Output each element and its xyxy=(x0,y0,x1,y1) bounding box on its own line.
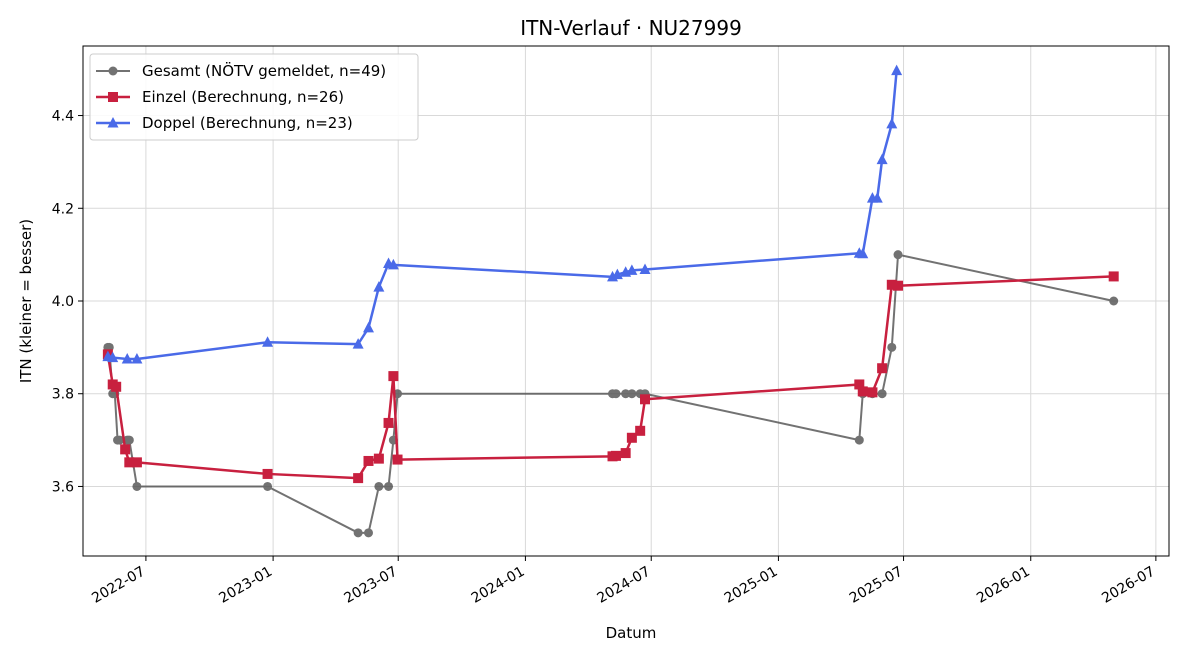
series-einzel-point xyxy=(626,432,637,443)
legend-swatch-marker xyxy=(107,117,119,128)
series-doppel-point xyxy=(886,117,898,129)
series-gesamt-point xyxy=(627,389,637,399)
y-tick-label: 4.2 xyxy=(52,201,74,217)
series-gesamt-point xyxy=(893,250,903,260)
series-doppel-point xyxy=(857,247,869,259)
series-einzel-point xyxy=(893,280,904,291)
series-doppel-point xyxy=(373,281,385,292)
series-gesamt-point xyxy=(621,389,631,399)
legend-label-gesamt: Gesamt (NÖTV gemeldet, n=49) xyxy=(142,61,386,80)
series-einzel-point xyxy=(262,468,273,479)
series-einzel-point xyxy=(867,387,878,398)
series-einzel-point xyxy=(131,457,142,468)
series-doppel-point xyxy=(362,321,374,333)
series-gesamt-point xyxy=(611,389,621,399)
y-tick-label: 4.4 xyxy=(52,109,74,125)
series-doppel-point xyxy=(262,336,274,347)
series-doppel xyxy=(102,64,903,364)
series-einzel-point xyxy=(610,450,621,461)
series-einzel-point xyxy=(373,453,384,464)
series-einzel-point xyxy=(353,473,364,484)
series-gesamt-point xyxy=(363,528,373,538)
series-gesamt-point xyxy=(115,435,125,445)
series-doppel-point xyxy=(352,338,364,349)
x-axis-label: Datum xyxy=(606,624,657,642)
y-axis: 3.6 3.8 4.0 4.2 4.4 xyxy=(52,109,83,495)
series-einzel-point xyxy=(877,363,888,374)
series-einzel-point xyxy=(640,394,651,405)
series-gesamt-point xyxy=(384,481,394,491)
series-doppel-point xyxy=(107,351,119,363)
legend: Gesamt (NÖTV gemeldet, n=49) Einzel (Bere… xyxy=(89,53,419,141)
series-einzel-point xyxy=(854,379,865,390)
series-einzel-point xyxy=(363,455,374,466)
series-einzel-point xyxy=(635,425,646,436)
legend-label-einzel: Einzel (Berechnung, n=26) xyxy=(142,88,344,106)
legend-entry-einzel xyxy=(96,92,130,102)
series-gesamt-point xyxy=(374,481,384,491)
y-tick-label: 3.8 xyxy=(52,387,74,403)
series-layer xyxy=(102,64,1119,538)
chart-title: ITN-Verlauf · NU27999 xyxy=(520,16,742,40)
series-gesamt-point xyxy=(124,435,134,445)
series-einzel-point xyxy=(124,457,135,468)
series-doppel-point xyxy=(131,352,143,364)
series-einzel-point xyxy=(388,371,399,382)
legend-entry-doppel xyxy=(96,117,130,128)
y-tick-label: 3.6 xyxy=(52,479,74,495)
series-gesamt-point xyxy=(132,481,142,491)
series-einzel-point xyxy=(111,381,122,392)
y-tick-label: 4.0 xyxy=(52,294,74,310)
series-gesamt-point xyxy=(353,528,363,538)
series-doppel-point xyxy=(626,264,638,275)
series-gesamt-point xyxy=(887,342,897,352)
y-axis-label: ITN (kleiner = besser) xyxy=(17,219,35,383)
series-gesamt-point xyxy=(877,389,887,399)
series-gesamt-point xyxy=(1109,296,1119,306)
series-doppel-point xyxy=(876,153,888,165)
series-doppel-point xyxy=(121,352,133,364)
series-einzel-point xyxy=(620,448,631,459)
legend-entry-gesamt xyxy=(96,66,130,76)
series-doppel-point xyxy=(871,192,883,203)
series-einzel-point xyxy=(383,417,394,428)
series-doppel-point xyxy=(611,268,623,280)
legend-box xyxy=(89,53,419,141)
series-einzel-point xyxy=(886,279,897,290)
series-einzel-point xyxy=(1108,271,1119,282)
series-doppel-point xyxy=(387,258,399,270)
legend-swatch-marker xyxy=(108,92,118,102)
series-doppel-point xyxy=(639,263,651,274)
series-einzel-point xyxy=(857,386,868,397)
series-doppel-point xyxy=(891,64,903,76)
series-einzel-point xyxy=(120,444,131,455)
legend-swatch-marker xyxy=(108,66,118,76)
series-gesamt-point xyxy=(263,481,273,491)
series-einzel xyxy=(102,271,1119,484)
series-gesamt-point xyxy=(854,435,864,445)
legend-label-doppel: Doppel (Berechnung, n=23) xyxy=(142,114,353,132)
series-einzel-point xyxy=(392,454,403,465)
